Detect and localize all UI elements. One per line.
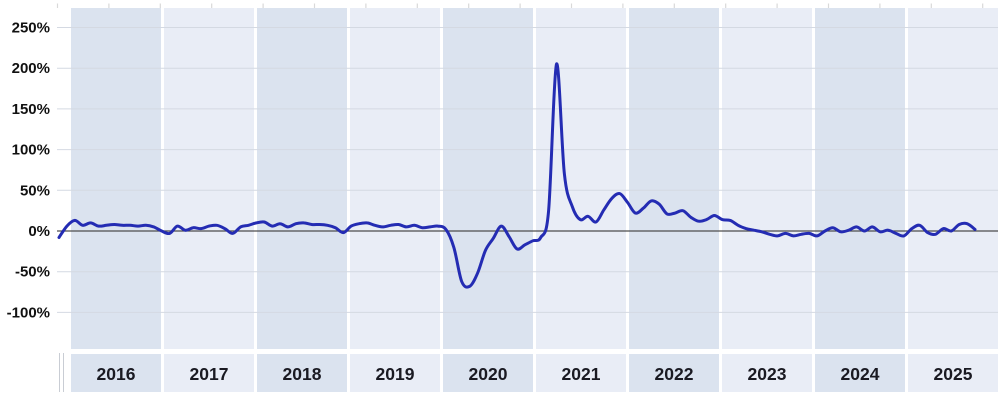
year-label: 2020	[469, 364, 508, 384]
year-label: 2022	[655, 364, 694, 384]
year-band	[722, 8, 812, 349]
year-band	[350, 8, 440, 349]
year-label-band	[164, 354, 254, 392]
year-label: 2017	[190, 364, 229, 384]
year-band	[629, 8, 719, 349]
year-band	[257, 8, 347, 349]
year-label: 2021	[562, 364, 601, 384]
year-band	[71, 8, 161, 349]
year-label-band	[629, 354, 719, 392]
year-label: 2016	[97, 364, 136, 384]
y-axis-tick-label: -100%	[7, 304, 50, 321]
y-axis-tick-label: 250%	[12, 20, 50, 37]
year-band	[815, 8, 905, 349]
y-axis-tick-label: 200%	[12, 60, 50, 77]
year-band	[164, 8, 254, 349]
year-label-band	[443, 354, 533, 392]
year-label-band	[536, 354, 626, 392]
y-axis-tick-label: -50%	[15, 264, 50, 281]
year-label: 2023	[748, 364, 787, 384]
y-axis-tick-label: 150%	[12, 101, 50, 118]
year-label: 2018	[283, 364, 322, 384]
year-label: 2025	[934, 364, 973, 384]
year-label-band	[722, 354, 812, 392]
y-axis-tick-label: 0%	[28, 223, 50, 240]
year-label-band	[257, 354, 347, 392]
year-label-band	[908, 354, 998, 392]
year-label-band	[71, 354, 161, 392]
data-series-line	[57, 62, 977, 289]
year-label: 2019	[376, 364, 415, 384]
year-label-band	[350, 354, 440, 392]
year-label: 2024	[841, 364, 880, 384]
year-band	[908, 8, 998, 349]
year-label-band	[815, 354, 905, 392]
y-axis-tick-label: 50%	[20, 182, 50, 199]
year-band	[443, 8, 533, 349]
y-axis-tick-label: 100%	[12, 142, 50, 159]
